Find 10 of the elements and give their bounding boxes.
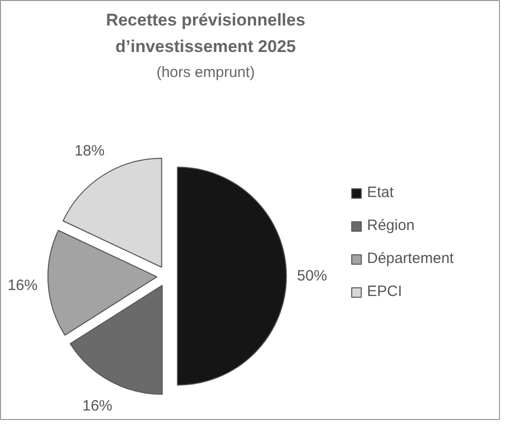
chart-subtitle: (hors emprunt) bbox=[156, 64, 255, 82]
legend-label: Etat bbox=[367, 184, 394, 201]
data-label: 18% bbox=[74, 142, 105, 160]
data-label: 50% bbox=[297, 268, 328, 285]
data-label: 16% bbox=[8, 276, 38, 294]
data-label: 16% bbox=[82, 398, 112, 415]
chart-title: Recettes prévisionnelles d’investissement 2025 bbox=[106, 10, 306, 56]
legend-label: Région bbox=[367, 217, 415, 234]
legend-label: EPCI bbox=[367, 283, 402, 300]
legend-label: Département bbox=[367, 250, 454, 267]
